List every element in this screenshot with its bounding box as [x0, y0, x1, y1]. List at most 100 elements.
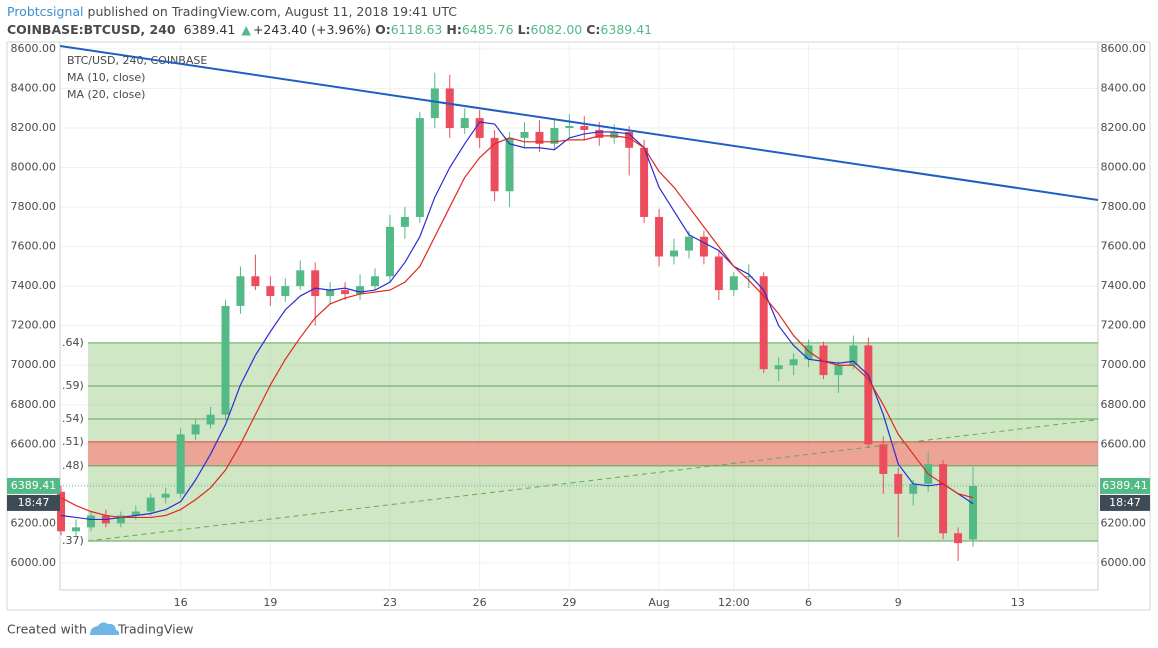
candle-body: [221, 305, 230, 415]
candle-body: [550, 127, 559, 144]
x-tick-label: 26: [473, 596, 487, 609]
price-tag: [1100, 477, 1150, 494]
candle-body: [744, 276, 753, 278]
candle-body: [595, 129, 604, 138]
candle-body: [176, 434, 185, 494]
published: published on TradingView.com, August 11,…: [88, 4, 458, 19]
time-tag-label: 18:47: [1109, 496, 1141, 509]
candle-body: [954, 533, 963, 544]
quote-value: 6082.00: [531, 22, 583, 37]
candle-body: [356, 286, 365, 295]
fib-label: .59): [62, 379, 84, 392]
plot: 6000.006000.006200.006200.006400.006400.…: [7, 42, 1150, 609]
y-tick-label: 7000.00: [11, 358, 57, 371]
y-tick-label: 8200.00: [1101, 121, 1147, 134]
x-tick-label: 9: [895, 596, 902, 609]
x-tick-label: 23: [383, 596, 397, 609]
candle-body: [625, 131, 634, 148]
footer-created: Created with: [7, 622, 87, 637]
candle-body: [326, 290, 335, 297]
fib-label: .64): [62, 336, 84, 349]
candle-body: [939, 464, 948, 534]
candle-body: [684, 236, 693, 251]
quote-line: COINBASE:BTCUSD, 240 6389.41 ▲ +243.40 (+3.…: [7, 22, 652, 37]
y-tick-label: 6000.00: [11, 556, 57, 569]
x-tick-label: 6: [805, 596, 812, 609]
candle-body: [266, 286, 275, 297]
legend-entry: MA (20, close): [67, 88, 145, 101]
candle-body: [834, 365, 843, 376]
candle-body: [655, 216, 664, 257]
y-tick-label: 6000.00: [1101, 556, 1147, 569]
price-tag-label: 6389.41: [11, 479, 57, 492]
y-tick-label: 7200.00: [1101, 319, 1147, 332]
y-tick-label: 8200.00: [11, 121, 57, 134]
quote-key: L:: [518, 22, 531, 37]
y-tick-label: 6600.00: [11, 437, 57, 450]
y-tick-label: 8400.00: [11, 81, 57, 94]
candle-body: [57, 491, 66, 532]
x-tick-label: 13: [1011, 596, 1025, 609]
fib-label: .37): [62, 534, 84, 547]
candle-body: [804, 345, 813, 360]
candle-body: [161, 493, 170, 498]
symbol: COINBASE:BTCUSD, 240: [7, 22, 176, 37]
candle-body: [71, 527, 80, 532]
time-tag: [1100, 494, 1150, 511]
x-tick-label: 12:00: [718, 596, 750, 609]
candle-body: [371, 276, 380, 287]
candle-body: [116, 515, 125, 524]
arrow: ▲: [241, 22, 251, 37]
candle-body: [460, 118, 469, 128]
fib-label: .48): [62, 459, 84, 472]
time-tag: [7, 494, 60, 511]
y-tick-label: 7600.00: [11, 240, 57, 253]
y-tick-label: 6800.00: [1101, 398, 1147, 411]
quote-value: 6118.63: [391, 22, 443, 37]
candle-body: [670, 250, 679, 257]
candle-body: [565, 126, 574, 128]
brand-logo[interactable]: [90, 622, 120, 635]
candle-body: [535, 131, 544, 144]
quote-key: H:: [446, 22, 461, 37]
candle-body: [819, 345, 828, 376]
candle-body: [610, 131, 619, 138]
y-tick-label: 7400.00: [11, 279, 57, 292]
quote-key: O:: [375, 22, 391, 37]
candle-body: [714, 256, 723, 291]
candle-body: [789, 359, 798, 366]
candle-body: [146, 497, 155, 512]
y-tick-label: 7000.00: [1101, 358, 1147, 371]
footer-brand[interactable]: TradingView: [117, 622, 194, 637]
candle-body: [236, 276, 245, 306]
x-tick-label: 16: [174, 596, 188, 609]
candle-body: [206, 414, 215, 425]
y-tick-label: 8000.00: [11, 161, 57, 174]
candle-body: [729, 276, 738, 291]
y-tick-label: 8600.00: [1101, 42, 1147, 55]
ma-line: [60, 121, 974, 521]
time-tag-label: 18:47: [18, 496, 50, 509]
candle-body: [430, 88, 439, 119]
x-tick-label: 19: [263, 596, 277, 609]
quote-value: 6389.41: [600, 22, 652, 37]
candle-body: [759, 276, 768, 370]
last: 6389.41: [184, 22, 236, 37]
ma-line: [60, 135, 974, 519]
candle-body: [879, 444, 888, 474]
x-tick-label: 29: [562, 596, 576, 609]
y-tick-label: 7800.00: [11, 200, 57, 213]
author[interactable]: Probtcsignal: [7, 4, 84, 19]
candle-body: [400, 216, 409, 227]
fib-label: .51): [62, 435, 84, 448]
candle-body: [520, 131, 529, 138]
trendline: [87, 419, 1098, 542]
header-line: Probtcsignal published on TradingView.com…: [7, 4, 457, 19]
x-tick-label: Aug: [648, 596, 669, 609]
candle-body: [580, 126, 589, 130]
y-tick-label: 7800.00: [1101, 200, 1147, 213]
candle-body: [251, 276, 260, 287]
quote-key: C:: [586, 22, 600, 37]
y-tick-label: 6200.00: [1101, 516, 1147, 529]
